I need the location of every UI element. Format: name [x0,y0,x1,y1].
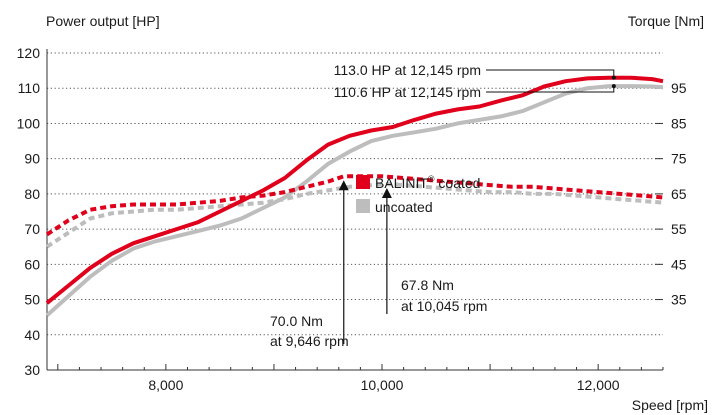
power-peak-marker [611,75,616,80]
power-line-coated [45,75,664,305]
legend-label-coated-prefix: BALINIT [375,175,428,191]
y-tick-label-left: 50 [24,292,40,308]
power-peak-label: 110.6 HP at 12,145 rpm [334,84,481,100]
power-peak-label: 113.0 HP at 12,145 rpm [334,62,481,78]
legend-swatch-uncoated [356,199,370,213]
y-tick-label-right: 85 [671,115,687,131]
y-tick-label-right: 75 [671,151,687,167]
torque-peak-label-rpm: at 9,646 rpm [270,333,349,349]
data-series [45,75,664,317]
torque-peak-label-value: 70.0 Nm [270,313,323,329]
legend-label-coated: BALINIT® coated [375,174,480,191]
y-tick-label-left: 90 [24,151,40,167]
x-tick-label: 10,000 [361,377,404,393]
left-axis-title: Power output [HP] [46,13,160,29]
y-tick-label-right: 95 [671,80,687,96]
torque-peak-arrowhead [381,188,392,199]
torque-peak-label-rpm: at 10,045 rpm [401,298,487,314]
y-tick-label-left: 120 [17,45,41,61]
power-peak-marker [611,84,616,89]
legend-label-coated-sup: ® [428,174,435,184]
torque-line-coated [45,174,664,237]
x-tick-label: 8,000 [148,377,183,393]
y-tick-label-left: 40 [24,327,40,343]
gridlines [47,52,663,336]
right-axis-title: Torque [Nm] [628,13,704,29]
y-tick-label-right: 55 [671,221,687,237]
y-tick-label-left: 60 [24,256,40,272]
annotations: 113.0 HP at 12,145 rpm 110.6 HP at 12,145… [270,62,616,349]
axes: 30 40 50 60 70 80 90 100 110 120 8,000 10,000 12,000… [17,45,687,393]
torque-peak-arrowhead [338,180,349,191]
y-tick-label-right: 35 [671,292,687,308]
power-peak-leader [486,69,615,78]
x-axis-title: Speed [rpm] [632,397,708,413]
y-tick-label-left: 30 [24,362,40,378]
y-tick-label-left: 100 [17,115,41,131]
y-tick-label-right: 45 [671,256,687,272]
legend-swatch-coated [356,175,370,189]
power-line-uncoated [45,84,664,317]
x-tick-label: 12,000 [577,377,620,393]
legend-label-coated-suffix: coated [435,175,481,191]
legend: BALINIT® coated uncoated [356,174,480,215]
y-tick-label-left: 80 [24,186,40,202]
legend-label-uncoated: uncoated [375,199,433,215]
y-tick-label-left: 110 [18,80,41,96]
torque-peak-label-value: 67.8 Nm [401,277,454,293]
y-tick-label-left: 70 [24,221,40,237]
y-tick-label-right: 65 [671,186,687,202]
